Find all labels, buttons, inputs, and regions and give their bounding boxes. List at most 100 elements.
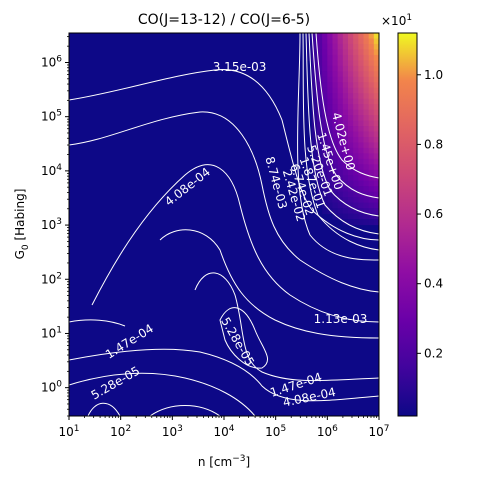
heatmap-cell [368, 60, 375, 67]
heatmap-cell [368, 49, 375, 56]
heatmap-cell [337, 60, 344, 67]
colorbar-ticks: 0.2 0.4 0.6 0.8 1.0 [417, 68, 443, 360]
heatmap-cell [311, 142, 318, 149]
heatmap-cell [363, 54, 370, 61]
heatmap-cell [332, 109, 339, 116]
heatmap-cell [317, 136, 323, 144]
heatmap-cell [363, 109, 370, 116]
heatmap-cell [373, 158, 379, 165]
heatmap-cell [342, 186, 349, 193]
contour-line [69, 69, 379, 241]
heatmap-cell [348, 197, 354, 204]
heatmap-cell [348, 169, 354, 176]
heatmap-cell [358, 93, 365, 100]
heatmap-cell [368, 191, 375, 198]
contour-line [91, 164, 379, 323]
heatmap-cell [327, 120, 334, 127]
heatmap-cell [348, 109, 354, 116]
heatmap-cell [322, 191, 328, 198]
heatmap-cell [368, 164, 375, 171]
heatmap-cell [322, 60, 328, 67]
heatmap-cell [358, 82, 365, 89]
heatmap-cell [373, 93, 379, 100]
heatmap-cell [337, 191, 344, 198]
contour-line [194, 272, 379, 382]
heatmap-cell [332, 136, 339, 144]
heatmap-cell [373, 98, 379, 105]
heatmap-cell [342, 175, 349, 182]
heatmap-cell [373, 60, 379, 67]
heatmap-cell [332, 76, 339, 83]
colorbar-tick-label: 0.2 [424, 346, 443, 360]
heatmap-cell [363, 169, 370, 176]
heatmap-cell [322, 131, 328, 138]
heatmap-cell [373, 38, 379, 45]
y-tick-label: 102 [41, 271, 62, 286]
heatmap-cell [363, 131, 370, 138]
heatmap-cell [363, 219, 370, 226]
heatmap-cell [337, 109, 344, 116]
heatmap-cell [358, 153, 365, 160]
heatmap-cell [317, 93, 323, 100]
heatmap-cell [373, 147, 379, 154]
heatmap-cell [358, 164, 365, 171]
heatmap-cell [337, 147, 344, 154]
heatmap-cell [332, 131, 339, 138]
heatmap-cell [348, 131, 354, 138]
heatmap-cell [363, 43, 370, 51]
heatmap-cell [373, 175, 379, 182]
heatmap-cell [327, 104, 334, 111]
heatmap-cell [337, 169, 344, 176]
heatmap-cell [363, 147, 370, 154]
heatmap-cell [337, 136, 344, 144]
heatmap-cell [327, 87, 334, 94]
heatmap-cell [342, 71, 349, 78]
heatmap-cell [327, 93, 334, 100]
heatmap-cell [368, 202, 375, 209]
heatmap-cell [322, 65, 328, 72]
heatmap-cell [363, 153, 370, 160]
heatmap-cell [368, 126, 375, 133]
colorbar-tick-label: 1.0 [424, 68, 443, 82]
heatmap-cell [358, 147, 365, 154]
plot-area: 3.15e-034.02e+001.45e+005.20e-011.87e-01… [68, 32, 380, 417]
heatmap-cell [363, 186, 370, 193]
heatmap-cell [342, 109, 349, 116]
heatmap-cell [363, 180, 370, 187]
heatmap-cell [358, 208, 365, 215]
heatmap-cell [368, 65, 375, 72]
heatmap-cell [363, 71, 370, 78]
heatmap-cell [363, 202, 370, 209]
heatmap-cell [348, 120, 354, 127]
heatmap-cell [368, 33, 375, 40]
heatmap-cell [317, 82, 323, 89]
heatmap-cell [342, 104, 349, 111]
heatmap-cell [353, 60, 359, 67]
contour-line [305, 33, 379, 235]
heatmap-cell [358, 33, 365, 40]
heatmap-cell [373, 65, 379, 72]
heatmap-cell [332, 115, 339, 122]
heatmap-cell [348, 180, 354, 187]
y-tick-label: 103 [41, 217, 62, 232]
heatmap-cell [348, 142, 354, 149]
heatmap-cell [353, 180, 359, 187]
heatmap-cell [322, 180, 328, 187]
heatmap-cell [363, 208, 370, 215]
heatmap-cell [363, 213, 370, 220]
heatmap-cell [353, 33, 359, 40]
heatmap-cell [327, 49, 334, 56]
heatmap-cell [358, 191, 365, 198]
heatmap-cell [348, 136, 354, 144]
heatmap-cell [322, 158, 328, 165]
heatmap-cell [363, 164, 370, 171]
contour-line [219, 307, 268, 369]
heatmap-cell [327, 60, 334, 67]
heatmap-cell [348, 208, 354, 215]
heatmap-cell [363, 49, 370, 56]
heatmap-cell [332, 153, 339, 160]
heatmap-cell [342, 60, 349, 67]
heatmap-cell [342, 126, 349, 133]
heatmap-cell [322, 38, 328, 45]
heatmap-cell [332, 120, 339, 127]
